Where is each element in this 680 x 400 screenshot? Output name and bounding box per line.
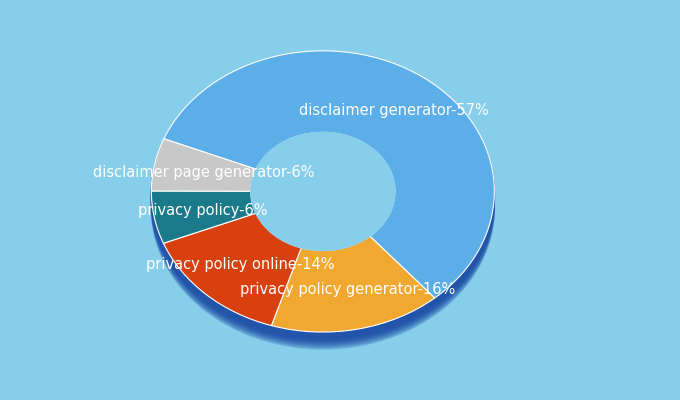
Ellipse shape [251, 135, 395, 253]
Ellipse shape [251, 146, 395, 265]
Ellipse shape [252, 135, 394, 252]
Ellipse shape [152, 66, 494, 348]
Text: disclaimer generator-57%: disclaimer generator-57% [299, 103, 489, 118]
Wedge shape [271, 236, 435, 332]
Ellipse shape [252, 136, 394, 252]
Ellipse shape [252, 139, 394, 256]
Ellipse shape [252, 142, 394, 260]
Ellipse shape [251, 140, 395, 258]
Ellipse shape [152, 64, 494, 345]
Ellipse shape [152, 56, 494, 338]
Ellipse shape [152, 54, 494, 335]
Ellipse shape [251, 137, 395, 255]
Ellipse shape [152, 54, 494, 335]
Wedge shape [163, 213, 301, 326]
Ellipse shape [152, 59, 494, 340]
Ellipse shape [252, 142, 394, 258]
Ellipse shape [152, 52, 494, 334]
Ellipse shape [152, 61, 494, 342]
Ellipse shape [251, 148, 395, 266]
Ellipse shape [152, 65, 494, 346]
Ellipse shape [152, 56, 494, 337]
Ellipse shape [152, 62, 494, 343]
Ellipse shape [252, 138, 394, 255]
Ellipse shape [252, 137, 394, 254]
Ellipse shape [252, 134, 394, 251]
Ellipse shape [152, 58, 494, 339]
Ellipse shape [251, 144, 395, 262]
Ellipse shape [252, 140, 394, 257]
Ellipse shape [252, 141, 394, 258]
Text: privacy policy-6%: privacy policy-6% [139, 202, 268, 218]
Ellipse shape [252, 139, 394, 256]
Ellipse shape [252, 144, 394, 260]
Ellipse shape [152, 57, 494, 338]
Ellipse shape [251, 142, 395, 260]
Ellipse shape [152, 53, 494, 334]
Wedge shape [152, 191, 256, 243]
Ellipse shape [152, 58, 494, 340]
Ellipse shape [252, 142, 394, 259]
Ellipse shape [152, 57, 494, 338]
Text: disclaimer page generator-6%: disclaimer page generator-6% [92, 165, 314, 180]
Ellipse shape [252, 143, 394, 260]
Ellipse shape [152, 54, 494, 336]
Ellipse shape [152, 59, 494, 340]
Ellipse shape [251, 149, 395, 268]
Ellipse shape [252, 138, 394, 255]
Ellipse shape [152, 68, 494, 349]
Ellipse shape [152, 55, 494, 336]
Ellipse shape [152, 56, 494, 337]
Ellipse shape [252, 137, 394, 254]
Ellipse shape [251, 145, 395, 263]
Ellipse shape [152, 52, 494, 333]
Ellipse shape [152, 52, 494, 334]
Ellipse shape [251, 141, 395, 259]
Ellipse shape [152, 51, 494, 332]
Ellipse shape [152, 58, 494, 339]
Text: privacy policy generator-16%: privacy policy generator-16% [240, 282, 455, 297]
Ellipse shape [252, 134, 394, 250]
Ellipse shape [252, 140, 394, 257]
Ellipse shape [251, 138, 395, 256]
Ellipse shape [252, 136, 394, 253]
Wedge shape [152, 139, 256, 191]
Ellipse shape [152, 59, 494, 340]
Ellipse shape [251, 134, 395, 252]
Ellipse shape [252, 134, 394, 252]
Ellipse shape [152, 55, 494, 336]
Ellipse shape [152, 54, 494, 335]
Wedge shape [164, 51, 494, 298]
Text: privacy policy online-14%: privacy policy online-14% [146, 257, 334, 272]
Ellipse shape [251, 132, 395, 250]
